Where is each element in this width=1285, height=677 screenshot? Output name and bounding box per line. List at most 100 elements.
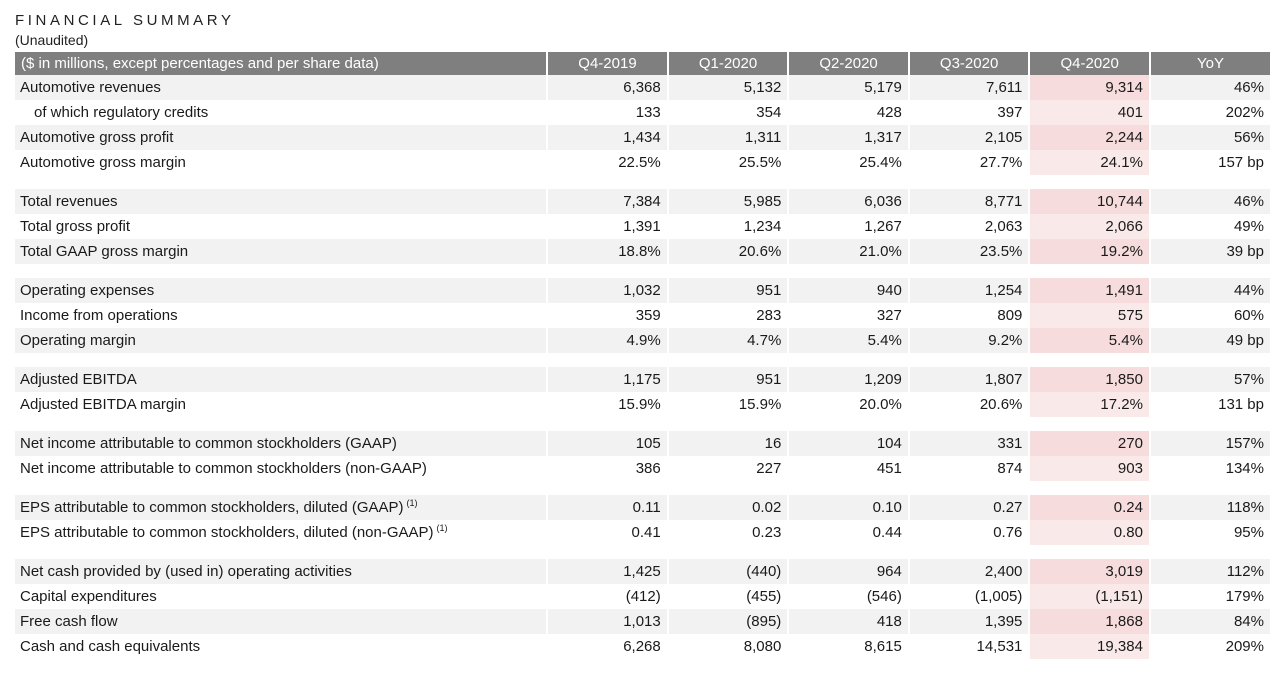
value-cell: 1,175 bbox=[547, 367, 669, 392]
value-cell: 874 bbox=[908, 456, 1031, 481]
yoy-cell: 157 bp bbox=[1149, 150, 1270, 175]
spacer-cell bbox=[15, 353, 1270, 367]
yoy-cell: 57% bbox=[1149, 367, 1270, 392]
value-cell: 21.0% bbox=[788, 239, 910, 264]
table-row: Adjusted EBITDA 1,175 951 1,209 1,807 1,850 57… bbox=[15, 367, 1270, 392]
value-cell: 18.8% bbox=[547, 239, 669, 264]
value-cell: 1,013 bbox=[547, 609, 669, 634]
value-cell: 1,234 bbox=[667, 214, 790, 239]
value-cell: 5.4% bbox=[1029, 328, 1151, 353]
value-cell: (412) bbox=[547, 584, 669, 609]
value-cell: 418 bbox=[788, 609, 910, 634]
footnote-marker: (1) bbox=[406, 498, 418, 508]
value-cell: 359 bbox=[547, 303, 669, 328]
value-cell: 27.7% bbox=[908, 150, 1031, 175]
yoy-cell: 56% bbox=[1149, 125, 1270, 150]
value-cell: 14,531 bbox=[908, 634, 1031, 659]
table-row: Capital expenditures (412) (455) (546) (1,00… bbox=[15, 584, 1270, 609]
value-cell: 8,771 bbox=[908, 189, 1031, 214]
table-body: Automotive revenues 6,368 5,132 5,179 7,611 9… bbox=[15, 75, 1270, 659]
value-cell: 0.23 bbox=[667, 520, 790, 545]
footnote-marker: (1) bbox=[436, 523, 448, 533]
value-cell: 6,036 bbox=[788, 189, 910, 214]
row-label: EPS attributable to common stockholders,… bbox=[15, 495, 549, 520]
page-title: FINANCIAL SUMMARY bbox=[15, 12, 235, 29]
value-cell: 0.76 bbox=[908, 520, 1031, 545]
value-cell: 1,491 bbox=[1029, 278, 1151, 303]
table-row: Total gross profit 1,391 1,234 1,267 2,063 2,… bbox=[15, 214, 1270, 239]
value-cell: 2,244 bbox=[1029, 125, 1151, 150]
row-label: Cash and cash equivalents bbox=[15, 634, 549, 659]
value-cell: 327 bbox=[788, 303, 910, 328]
table-row: Income from operations 359 283 327 809 575 60% bbox=[15, 303, 1270, 328]
row-label-text: Capital expenditures bbox=[20, 588, 157, 605]
row-label-text: Cash and cash equivalents bbox=[20, 638, 201, 655]
row-label: EPS attributable to common stockholders,… bbox=[15, 520, 549, 545]
yoy-cell: 49% bbox=[1149, 214, 1270, 239]
row-label-text: Operating expenses bbox=[20, 282, 155, 299]
table-row: Cash and cash equivalents 6,268 8,080 8,615… bbox=[15, 634, 1270, 659]
yoy-cell: 179% bbox=[1149, 584, 1270, 609]
group-spacer bbox=[15, 175, 1270, 189]
value-cell: 9,314 bbox=[1029, 75, 1151, 100]
row-label-text: Automotive revenues bbox=[20, 79, 161, 96]
table-row: Free cash flow 1,013 (895) 418 1,395 1,868 84% bbox=[15, 609, 1270, 634]
value-cell: (546) bbox=[788, 584, 910, 609]
value-cell: 1,868 bbox=[1029, 609, 1151, 634]
value-cell: 0.80 bbox=[1029, 520, 1151, 545]
value-cell: 6,268 bbox=[547, 634, 669, 659]
value-cell: 5,985 bbox=[667, 189, 790, 214]
row-label-text: Operating margin bbox=[20, 332, 136, 349]
column-header-q2-2020: Q2-2020 bbox=[788, 52, 910, 75]
spacer-cell bbox=[15, 175, 1270, 189]
value-cell: 283 bbox=[667, 303, 790, 328]
spacer-cell bbox=[15, 264, 1270, 278]
value-cell: 19.2% bbox=[1029, 239, 1151, 264]
table-row: Adjusted EBITDA margin 15.9% 15.9% 20.0% 20.… bbox=[15, 392, 1270, 417]
row-label: Operating margin bbox=[15, 328, 549, 353]
value-cell: 105 bbox=[547, 431, 669, 456]
yoy-cell: 134% bbox=[1149, 456, 1270, 481]
value-cell: 397 bbox=[908, 100, 1031, 125]
row-label-text: Automotive gross profit bbox=[20, 129, 174, 146]
table-row: Operating margin 4.9% 4.7% 5.4% 9.2% 5.4% 49 b… bbox=[15, 328, 1270, 353]
value-cell: 1,807 bbox=[908, 367, 1031, 392]
yoy-cell: 46% bbox=[1149, 75, 1270, 100]
value-cell: 1,311 bbox=[667, 125, 790, 150]
yoy-cell: 157% bbox=[1149, 431, 1270, 456]
table-row: EPS attributable to common stockholders,… bbox=[15, 520, 1270, 545]
row-label: Automotive gross margin bbox=[15, 150, 549, 175]
row-label: Automotive gross profit bbox=[15, 125, 549, 150]
value-cell: 16 bbox=[667, 431, 790, 456]
value-cell: 5.4% bbox=[788, 328, 910, 353]
value-cell: 19,384 bbox=[1029, 634, 1151, 659]
spacer-cell bbox=[15, 481, 1270, 495]
value-cell: 2,063 bbox=[908, 214, 1031, 239]
value-cell: 7,611 bbox=[908, 75, 1031, 100]
yoy-cell: 112% bbox=[1149, 559, 1270, 584]
row-label-text: Free cash flow bbox=[20, 613, 118, 630]
value-cell: 15.9% bbox=[547, 392, 669, 417]
value-cell: 575 bbox=[1029, 303, 1151, 328]
yoy-cell: 39 bp bbox=[1149, 239, 1270, 264]
column-header-q4-2019: Q4-2019 bbox=[547, 52, 669, 75]
row-label: Free cash flow bbox=[15, 609, 549, 634]
table-row: of which regulatory credits 133 354 428 397 4… bbox=[15, 100, 1270, 125]
row-label-text: Adjusted EBITDA bbox=[20, 371, 137, 388]
value-cell: 2,400 bbox=[908, 559, 1031, 584]
value-cell: (455) bbox=[667, 584, 790, 609]
row-label: Income from operations bbox=[15, 303, 549, 328]
table-row: Net cash provided by (used in) operating… bbox=[15, 559, 1270, 584]
page-subtitle: (Unaudited) bbox=[15, 32, 89, 48]
row-label: Adjusted EBITDA margin bbox=[15, 392, 549, 417]
row-label: Total GAAP gross margin bbox=[15, 239, 549, 264]
value-cell: 951 bbox=[667, 367, 790, 392]
row-label: Total gross profit bbox=[15, 214, 549, 239]
yoy-cell: 131 bp bbox=[1149, 392, 1270, 417]
yoy-cell: 202% bbox=[1149, 100, 1270, 125]
row-label: Total revenues bbox=[15, 189, 549, 214]
row-label: Capital expenditures bbox=[15, 584, 549, 609]
yoy-cell: 84% bbox=[1149, 609, 1270, 634]
value-cell: 104 bbox=[788, 431, 910, 456]
row-label: Net cash provided by (used in) operating… bbox=[15, 559, 549, 584]
